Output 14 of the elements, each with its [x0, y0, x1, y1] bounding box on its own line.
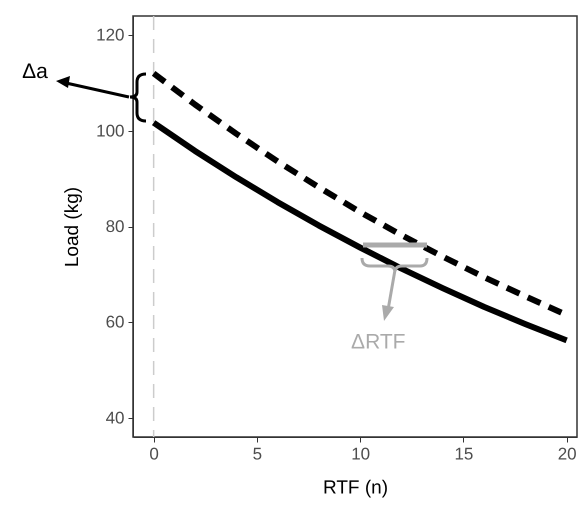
text: Δa [22, 60, 48, 83]
x-axis-title: RTF (n) [322, 478, 388, 498]
x-tick-label: 10 [351, 444, 370, 464]
y-tick-label: 120 [96, 26, 124, 45]
x-tick-label: 0 [149, 444, 159, 464]
y-axis-title: Load (kg) [62, 186, 84, 268]
x-tick-label: 20 [558, 444, 577, 464]
y-tick-label: 60 [106, 312, 124, 332]
y-tick-label: 100 [96, 121, 124, 140]
y-tick-label: 40 [106, 408, 124, 428]
y-tick-label: 80 [106, 217, 124, 236]
x-tick-label: 15 [454, 444, 474, 464]
x-tick-label: 5 [252, 444, 262, 464]
annotation: ΔRTF [351, 330, 406, 354]
